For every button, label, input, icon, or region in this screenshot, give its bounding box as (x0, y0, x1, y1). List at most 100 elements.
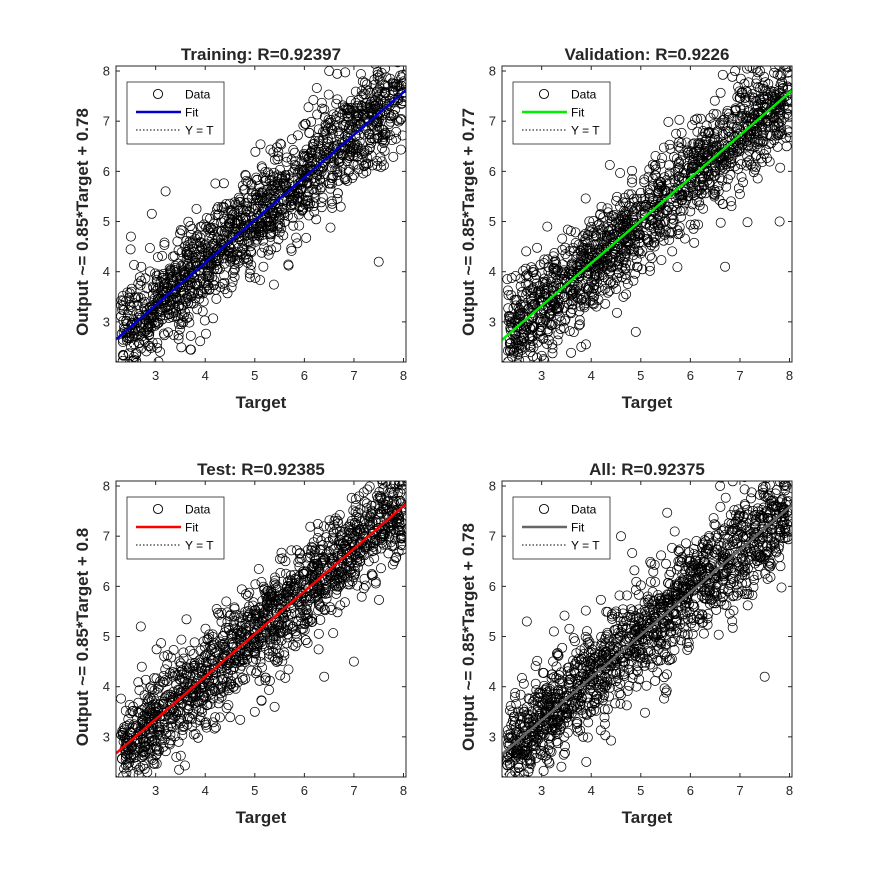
data-point (550, 263, 561, 274)
data-point (387, 135, 397, 146)
data-point (620, 244, 631, 255)
data-point (184, 290, 195, 301)
data-point (630, 234, 641, 245)
data-point (645, 184, 656, 195)
data-point (676, 635, 687, 646)
data-point (742, 151, 753, 162)
data-point (244, 272, 255, 283)
data-point (747, 92, 758, 103)
data-point (537, 267, 547, 278)
data-point (311, 83, 322, 93)
data-point (378, 160, 389, 171)
data-point (603, 274, 613, 285)
data-point (116, 729, 127, 740)
data-point (709, 519, 720, 530)
data-point (582, 243, 593, 254)
data-point (327, 532, 338, 543)
data-point (766, 138, 777, 149)
data-point (297, 183, 308, 194)
data-point (267, 597, 277, 607)
data-point (162, 282, 173, 293)
data-point (225, 712, 236, 723)
data-point (123, 748, 134, 759)
data-point (189, 287, 200, 298)
data-point (703, 171, 714, 182)
data-point (645, 250, 656, 261)
data-point (664, 160, 674, 171)
y-tick-label: 7 (489, 114, 496, 129)
data-point (193, 667, 204, 678)
data-point (244, 268, 255, 279)
data-point (125, 244, 136, 255)
data-point (146, 753, 157, 764)
data-point (381, 129, 392, 140)
data-point (128, 354, 139, 362)
data-point (543, 326, 554, 336)
data-point (732, 122, 743, 132)
data-point (661, 175, 672, 186)
y-tick-label: 5 (103, 629, 110, 644)
data-point (660, 215, 671, 226)
y-equals-t-line (116, 68, 406, 362)
data-point (315, 184, 326, 195)
data-point (196, 221, 207, 232)
data-point (503, 316, 514, 327)
data-point (529, 291, 539, 302)
data-point (772, 69, 783, 80)
data-point (240, 198, 251, 209)
data-point (202, 267, 213, 278)
data-point (345, 557, 356, 568)
data-point (721, 181, 732, 192)
data-point (377, 481, 388, 489)
data-point (296, 553, 307, 564)
data-point (175, 225, 186, 235)
data-point (727, 150, 738, 161)
data-point (145, 693, 156, 704)
data-point (256, 224, 267, 235)
data-point (310, 136, 321, 146)
data-point (390, 104, 401, 115)
data-point (569, 245, 580, 256)
data-point (275, 568, 286, 578)
data-point (168, 305, 179, 316)
data-point (575, 260, 586, 271)
data-point (622, 279, 633, 289)
data-point (136, 661, 147, 672)
data-point (689, 219, 700, 230)
data-point (565, 266, 576, 277)
data-point (602, 203, 613, 214)
data-point (185, 221, 196, 231)
data-point (165, 714, 176, 725)
data-point (509, 294, 520, 305)
data-point (201, 213, 212, 223)
data-point (615, 244, 626, 255)
data-point (146, 208, 157, 219)
data-point (328, 628, 339, 639)
data-point (249, 203, 260, 214)
data-point (149, 317, 160, 328)
data-point (217, 656, 228, 667)
data-point (772, 141, 783, 152)
y-axis-label: Output ~= 0.85*Target + 0.8 (73, 528, 92, 746)
data-point (618, 291, 629, 302)
data-point (117, 291, 128, 301)
data-point (539, 254, 550, 265)
data-point (185, 330, 196, 341)
data-point (125, 231, 136, 242)
data-point (687, 120, 698, 131)
data-point (178, 722, 189, 733)
data-point (688, 162, 699, 172)
data-point (265, 144, 276, 155)
data-point (717, 155, 728, 165)
data-point (593, 225, 604, 236)
data-point (335, 566, 346, 577)
data-point (240, 169, 251, 180)
data-point (660, 225, 671, 236)
data-point (213, 209, 224, 220)
data-point (614, 590, 625, 601)
data-point (344, 533, 355, 544)
data-point (281, 152, 292, 163)
data-point (715, 118, 726, 128)
data-point (260, 193, 271, 203)
data-point (595, 209, 606, 219)
